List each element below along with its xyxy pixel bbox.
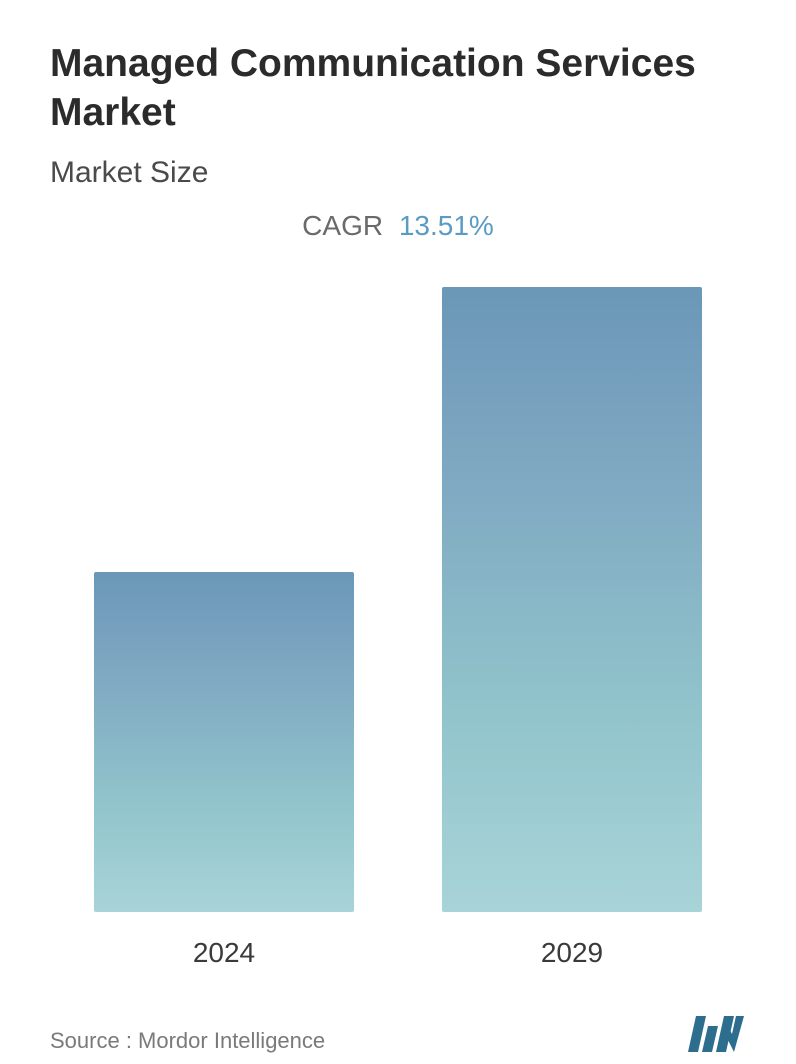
bar-label-1: 2029 xyxy=(541,937,603,969)
footer: Source : Mordor Intelligence xyxy=(50,984,746,1064)
bar-group-0: 2024 xyxy=(80,572,368,969)
cagr-label: CAGR xyxy=(302,210,383,241)
cagr-value: 13.51% xyxy=(399,210,494,241)
bar-1 xyxy=(442,287,702,912)
chart-container: Managed Communication Services Market Ma… xyxy=(0,0,796,1034)
chart-area: 2024 2029 xyxy=(50,287,746,969)
bar-0 xyxy=(94,572,354,912)
bar-group-1: 2029 xyxy=(428,287,716,969)
cagr-row: CAGR 13.51% xyxy=(50,210,746,242)
bar-label-0: 2024 xyxy=(193,937,255,969)
source-text: Source : Mordor Intelligence xyxy=(50,1028,325,1054)
chart-title: Managed Communication Services Market xyxy=(50,40,746,138)
chart-subtitle: Market Size xyxy=(50,156,746,190)
